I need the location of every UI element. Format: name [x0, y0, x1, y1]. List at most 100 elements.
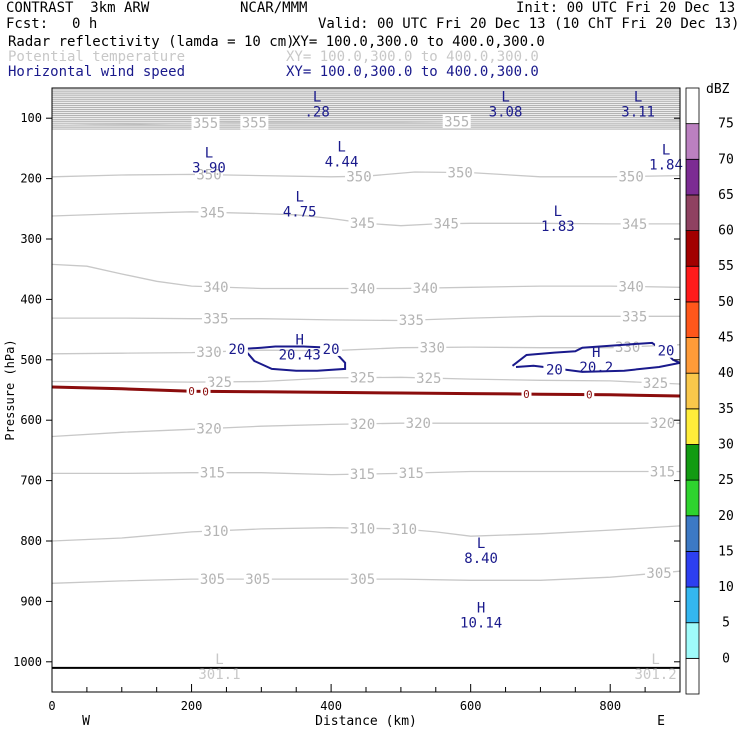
theta-contour-label: 350 [619, 169, 644, 185]
theta-label-bg [348, 281, 377, 296]
y-tick-label: 400 [20, 292, 42, 306]
colorbar-swatch [685, 87, 700, 125]
extremum-value: .28 [305, 104, 330, 120]
theta-contour-label: 315 [650, 465, 675, 481]
x-tick-label: 800 [599, 699, 621, 713]
theta-contour-label: 340 [203, 280, 228, 296]
theta-label-bg [348, 215, 377, 230]
extremum-type: L [295, 190, 303, 206]
extremum-type: L [313, 89, 321, 105]
colorbar-level-label: 70 [718, 152, 734, 167]
center-name: NCAR/MMM [240, 0, 308, 16]
theta-contour-label: 305 [200, 572, 225, 588]
forecast-hour: 0 h [72, 16, 98, 32]
y-tick-label: 700 [20, 474, 42, 488]
theta-contour-line [52, 344, 680, 355]
extremum-type: L [634, 89, 642, 105]
extremum-value: 4.44 [325, 154, 359, 170]
extremum-type: L [554, 204, 562, 220]
freezing-level-label: 0 [586, 389, 593, 402]
theta-contour-label: 330 [615, 340, 640, 356]
colorbar-level-label: 15 [718, 544, 734, 559]
theta-label-bg [645, 566, 674, 581]
extremum-value: 20.2 [579, 360, 613, 376]
theta-label-bg [620, 309, 649, 324]
theta-label-bg [243, 572, 272, 587]
colorbar-level-label: 35 [718, 402, 734, 417]
theta-contour-label: 320 [196, 422, 221, 438]
theta-label-bg [617, 169, 646, 184]
theta-contour-label: 335 [622, 309, 647, 325]
theta-contour-label: 325 [207, 375, 232, 391]
theta-label-bg [201, 279, 230, 294]
theta-contour-label: 350 [196, 168, 221, 184]
forecast-label: Fcst: [6, 16, 49, 32]
extremum-value: 20.43 [279, 348, 321, 364]
theta-label-bg [345, 169, 374, 184]
extremum-value: 10.14 [460, 615, 502, 631]
colorbar-swatch [685, 657, 700, 695]
extremum-value: 301.1 [198, 667, 240, 683]
theta-contour-label: 315 [200, 466, 225, 482]
extremum-type: L [205, 145, 213, 161]
wind-speed-contour [243, 345, 347, 372]
wind-label-bg [655, 343, 678, 358]
y-tick-label: 1000 [13, 655, 42, 669]
freezing-level-line [52, 385, 680, 398]
theta-label-bg [198, 205, 227, 220]
theta-label-bg [348, 370, 377, 385]
theta-label-bg [397, 313, 426, 328]
extremum-type: L [501, 89, 509, 105]
theta-contour-label: 310 [350, 521, 375, 537]
theta-contour-label: 345 [200, 205, 225, 221]
wind-label-bg [543, 362, 566, 377]
theta-contour-label: 320 [350, 417, 375, 433]
theta-label-bg [195, 421, 223, 436]
extremum-value: 301.2 [634, 667, 676, 683]
wind-label-bg [320, 341, 343, 356]
theta-contour-label: 325 [643, 376, 668, 392]
colorbar-swatch [685, 337, 700, 374]
theta-label-bg [198, 572, 227, 587]
theta-label-bg [446, 165, 475, 180]
y-tick-label: 300 [20, 232, 42, 246]
theta-contour-label: 355 [193, 116, 218, 132]
freezing-label-bg [186, 385, 197, 398]
freezing-label-bg [521, 388, 532, 401]
field-reflectivity-xy: XY= 100.0,300.0 to 400.0,300.0 [292, 34, 545, 50]
extremum-value: 8.40 [464, 551, 498, 567]
extremum-type: H [477, 600, 485, 616]
freezing-label-bg [200, 385, 211, 398]
y-tick-label: 200 [20, 172, 42, 186]
extremum-type: L [662, 142, 670, 158]
theta-contour-label: 305 [646, 566, 671, 582]
wind-contour-label: 20 [323, 342, 340, 358]
theta-label-bg [195, 344, 223, 359]
theta-label-bg [641, 375, 670, 390]
wind-contour-label: 20 [546, 362, 563, 378]
theta-contour-label: 330 [196, 345, 221, 361]
theta-contour-label: 355 [242, 115, 267, 131]
field-wind-xy: XY= 100.0,300.0 to 400.0,300.0 [286, 64, 539, 80]
colorbar-level-label: 75 [718, 117, 734, 132]
theta-label-bg [201, 311, 230, 326]
theta-contour-label: 345 [622, 217, 647, 233]
theta-label-bg [648, 464, 677, 479]
colorbar-level-label: 0 [722, 651, 730, 666]
y-tick-label: 500 [20, 353, 42, 367]
x-tick-label: 600 [460, 699, 482, 713]
init-time: Init: 00 UTC Fri 20 Dec 13 [516, 0, 736, 16]
colorbar-level-label: 65 [718, 188, 734, 203]
theta-contour-label: 340 [350, 282, 375, 298]
theta-contour-label: 315 [350, 467, 375, 483]
wind-label-bg [225, 341, 248, 356]
x-tick-label: 0 [48, 699, 55, 713]
colorbar-swatch [685, 372, 700, 410]
colorbar-swatch [685, 301, 700, 338]
theta-label-bg [397, 466, 426, 481]
colorbar-swatch [685, 444, 700, 481]
field-reflectivity-name: Radar reflectivity (lamda = 10 cm) [8, 34, 295, 50]
